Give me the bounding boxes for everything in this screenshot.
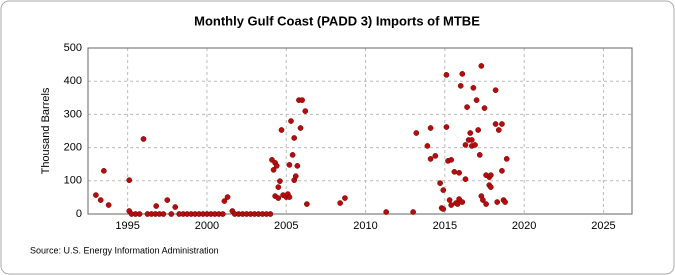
data-point [221, 198, 228, 204]
data-point [478, 63, 485, 69]
data-point [140, 136, 147, 142]
data-point [126, 177, 133, 183]
data-point [432, 153, 439, 159]
x-tick-label: 2005 [274, 220, 298, 232]
data-point [468, 137, 475, 143]
data-point [492, 87, 499, 94]
data-point [302, 108, 309, 114]
y-axis-label: Thousand Barrels [40, 87, 52, 174]
data-point [337, 200, 344, 206]
data-point [440, 187, 447, 193]
data-point [480, 197, 486, 203]
y-tick-label: 100 [64, 175, 82, 187]
data-point [291, 135, 298, 141]
data-point [437, 180, 443, 186]
data-point [101, 167, 107, 174]
data-point [172, 204, 179, 210]
y-tick-label: 500 [64, 42, 82, 54]
data-point [499, 121, 505, 127]
data-point [487, 172, 494, 179]
plot-area [88, 48, 632, 214]
x-tick-label: 2015 [433, 220, 457, 232]
y-tick-label: 400 [64, 75, 82, 87]
data-point [459, 71, 466, 77]
data-point [457, 82, 464, 89]
data-point [292, 173, 299, 180]
data-point [164, 197, 171, 203]
data-point [275, 195, 282, 201]
data-point [451, 168, 458, 175]
plot-border [87, 47, 633, 215]
data-point [219, 211, 226, 217]
data-point [273, 163, 280, 169]
x-tick-label: 2025 [591, 220, 615, 232]
data-point [93, 192, 99, 198]
data-point [472, 142, 478, 148]
data-point [410, 209, 416, 215]
data-point [427, 125, 434, 131]
data-point [278, 127, 285, 133]
data-point [153, 203, 160, 209]
data-point [448, 202, 455, 208]
data-point [443, 72, 450, 78]
data-point [424, 143, 431, 149]
data-point [462, 176, 469, 182]
data-point [446, 197, 453, 203]
data-point [275, 184, 282, 190]
data-point [495, 127, 502, 133]
data-point [297, 125, 304, 131]
data-point [503, 156, 510, 162]
data-point [413, 130, 420, 136]
data-point [454, 201, 461, 207]
data-point [277, 178, 283, 184]
data-point [467, 130, 474, 136]
data-point [456, 169, 462, 176]
data-point [383, 209, 390, 215]
data-point [481, 105, 488, 111]
data-point [502, 199, 508, 205]
chart-title: Monthly Gulf Coast (PADD 3) Imports of M… [194, 13, 480, 28]
data-point [483, 201, 489, 207]
data-point [459, 199, 466, 205]
y-tick-label: 300 [64, 108, 82, 120]
data-point [492, 121, 499, 127]
x-tick-label: 2010 [353, 220, 377, 232]
data-point [342, 195, 348, 201]
data-point [443, 124, 450, 130]
data-point [160, 211, 167, 217]
data-point [470, 84, 477, 91]
data-point [105, 202, 112, 208]
data-point [473, 97, 480, 103]
data-point [168, 211, 175, 217]
y-tick-label: 200 [64, 142, 82, 154]
data-point [136, 211, 143, 217]
data-point [224, 194, 231, 200]
data-point [267, 211, 274, 217]
data-point [494, 199, 501, 205]
data-point [294, 163, 301, 169]
data-point [476, 152, 483, 158]
y-tick-label: 0 [76, 208, 82, 220]
x-tick-label: 2000 [195, 220, 219, 232]
data-point [286, 162, 293, 168]
data-point [288, 118, 294, 124]
data-point [440, 206, 447, 212]
data-point [464, 104, 470, 110]
data-point [475, 127, 482, 133]
data-point [462, 142, 469, 148]
x-tick-label: 2020 [512, 220, 536, 232]
data-point [286, 194, 293, 200]
data-point [304, 201, 310, 207]
data-point [97, 197, 104, 203]
data-point [299, 97, 305, 103]
data-point [487, 184, 494, 190]
data-point [448, 157, 455, 163]
data-point [270, 166, 277, 173]
x-tick-label: 1995 [115, 220, 139, 232]
data-point [427, 156, 434, 162]
data-point [289, 152, 296, 158]
source-note: Source: U.S. Energy Information Administ… [30, 245, 219, 255]
data-point [499, 167, 505, 174]
